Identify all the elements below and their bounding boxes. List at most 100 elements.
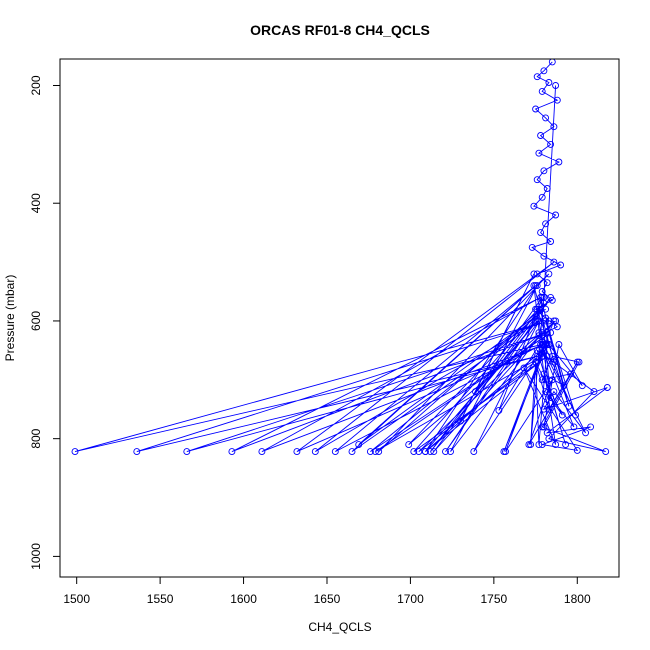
data-point (533, 305, 541, 313)
data-point (552, 211, 560, 219)
data-point (366, 448, 374, 456)
data-point (470, 448, 478, 456)
data-point (258, 448, 266, 456)
data-point (532, 358, 540, 366)
data-point (542, 317, 550, 325)
data-point (530, 202, 538, 210)
y-tick-label: 200 (29, 75, 43, 95)
data-point (547, 140, 555, 148)
data-point (355, 441, 363, 449)
data-point (553, 96, 561, 104)
data-point (542, 114, 550, 122)
data-point (500, 448, 508, 456)
data-point (495, 406, 503, 414)
x-tick-label: 1600 (230, 592, 257, 606)
x-tick-label: 1800 (564, 592, 591, 606)
data-point (348, 448, 356, 456)
data-point (537, 132, 545, 139)
data-point (472, 388, 479, 396)
data-point (550, 317, 558, 325)
data-point (538, 349, 546, 357)
data-point (543, 352, 551, 360)
data-point (558, 411, 566, 419)
data-point (538, 341, 546, 348)
data-point (538, 423, 546, 431)
data-point (572, 411, 580, 419)
data-point (545, 435, 553, 443)
data-point (545, 270, 553, 278)
data-point (538, 441, 546, 449)
data-point (421, 448, 429, 456)
data-point (542, 376, 550, 384)
data-point (557, 261, 565, 269)
data-point (375, 448, 383, 456)
x-tick-label: 1700 (397, 592, 424, 606)
data-point (71, 448, 79, 456)
x-axis: 1500 1550 1600 1650 1700 1750 1800 (63, 576, 591, 606)
data-point (535, 441, 543, 449)
data-point (562, 441, 570, 449)
data-point (602, 448, 610, 456)
data-point (405, 441, 413, 449)
data-point (550, 123, 558, 131)
data-point (565, 402, 573, 410)
data-point (538, 193, 546, 201)
data-point (533, 317, 541, 325)
data-point (410, 448, 418, 456)
data-point (542, 388, 550, 396)
data-point (573, 446, 581, 454)
data-point (538, 352, 546, 360)
data-point (540, 293, 548, 301)
data-point (183, 448, 191, 456)
data-point (550, 388, 558, 396)
data-point (548, 376, 556, 384)
data-point (555, 158, 563, 166)
data-point (587, 423, 595, 431)
series-layer (71, 58, 611, 456)
data-point (533, 176, 541, 184)
data-point (603, 384, 611, 391)
y-tick-label: 400 (29, 193, 43, 213)
data-point (582, 429, 590, 437)
data-point (542, 220, 550, 228)
data-point (426, 448, 434, 456)
data-point (430, 448, 438, 456)
data-point (535, 329, 543, 337)
data-point (540, 67, 548, 75)
data-point (547, 329, 555, 337)
data-point (532, 105, 540, 113)
data-point (415, 448, 423, 456)
data-point (547, 238, 555, 245)
x-tick-label: 1650 (314, 592, 341, 606)
data-point (532, 282, 540, 290)
data-point (578, 382, 586, 390)
data-point (573, 358, 581, 366)
data-point (560, 382, 568, 390)
data-point (293, 448, 301, 456)
series-line (74, 61, 608, 453)
data-point (555, 341, 563, 348)
data-point (543, 185, 551, 192)
data-point (133, 448, 141, 456)
data-point (550, 258, 558, 266)
data-point (530, 270, 538, 278)
data-point (520, 364, 528, 372)
data-point (457, 417, 464, 425)
data-point (540, 167, 548, 175)
data-point (533, 270, 541, 278)
data-point (537, 229, 545, 237)
data-point (538, 329, 546, 337)
data-point (535, 149, 543, 157)
data-point (548, 352, 556, 360)
data-point (567, 370, 575, 378)
data-point (527, 441, 535, 449)
y-axis-label: Pressure (mbar) (3, 275, 17, 362)
data-point (537, 305, 545, 313)
x-tick-label: 1550 (147, 592, 174, 606)
data-point (545, 79, 553, 86)
data-point (547, 394, 555, 401)
data-point (442, 448, 449, 456)
data-point (570, 423, 578, 431)
data-point (331, 448, 339, 456)
